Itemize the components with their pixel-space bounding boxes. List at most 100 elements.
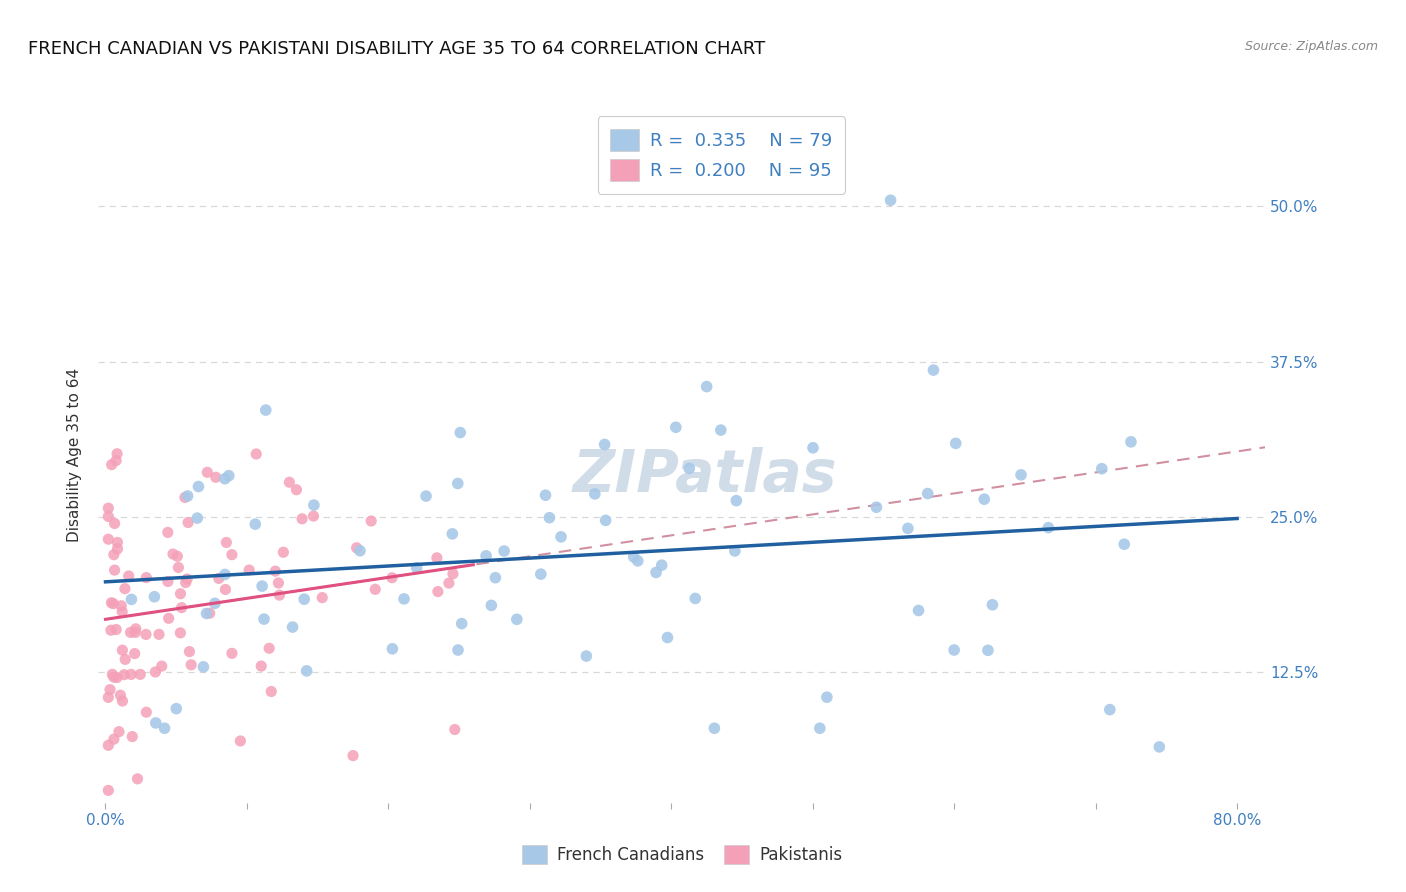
- Point: [977, 643, 1000, 657]
- Point: [1119, 434, 1142, 449]
- Point: [162, 547, 184, 561]
- Point: [724, 544, 747, 558]
- Point: [879, 193, 901, 207]
- Point: [177, 516, 200, 530]
- Point: [447, 643, 470, 657]
- Point: [114, 582, 136, 596]
- Point: [214, 567, 236, 582]
- Point: [120, 592, 142, 607]
- Point: [534, 488, 557, 502]
- Point: [441, 566, 464, 581]
- Point: [103, 732, 125, 747]
- Point: [135, 627, 157, 641]
- Point: [494, 544, 516, 558]
- Point: [108, 724, 131, 739]
- Point: [292, 592, 315, 607]
- Point: [124, 647, 146, 661]
- Point: [1114, 537, 1136, 551]
- Point: [922, 363, 945, 377]
- Point: [125, 622, 148, 636]
- Point: [176, 489, 198, 503]
- Point: [665, 420, 688, 434]
- Point: [150, 659, 173, 673]
- Point: [530, 567, 553, 582]
- Point: [103, 548, 125, 562]
- Point: [281, 620, 304, 634]
- Point: [267, 576, 290, 591]
- Point: [135, 705, 157, 719]
- Point: [264, 564, 287, 578]
- Point: [627, 554, 650, 568]
- Point: [897, 521, 920, 535]
- Point: [105, 447, 128, 461]
- Point: [381, 641, 404, 656]
- Point: [238, 563, 260, 577]
- Point: [269, 588, 291, 602]
- Point: [593, 437, 616, 451]
- Point: [311, 591, 333, 605]
- Point: [169, 625, 191, 640]
- Point: [208, 571, 231, 585]
- Text: ZIPatlas: ZIPatlas: [574, 447, 838, 504]
- Point: [156, 574, 179, 589]
- Point: [346, 541, 368, 555]
- Point: [166, 549, 188, 564]
- Point: [696, 379, 718, 393]
- Point: [245, 517, 267, 532]
- Point: [218, 468, 240, 483]
- Point: [145, 665, 167, 679]
- Point: [111, 694, 134, 708]
- Point: [437, 576, 460, 591]
- Point: [917, 486, 939, 500]
- Point: [145, 715, 167, 730]
- Point: [405, 561, 427, 575]
- Point: [349, 543, 371, 558]
- Point: [302, 498, 325, 512]
- Point: [97, 532, 120, 546]
- Point: [169, 587, 191, 601]
- Point: [214, 582, 236, 597]
- Point: [426, 550, 449, 565]
- Point: [97, 690, 120, 705]
- Point: [174, 491, 197, 505]
- Point: [285, 483, 308, 497]
- Point: [157, 611, 180, 625]
- Point: [475, 549, 498, 563]
- Point: [981, 598, 1004, 612]
- Point: [186, 511, 208, 525]
- Point: [550, 530, 572, 544]
- Point: [645, 566, 668, 580]
- Point: [443, 723, 465, 737]
- Point: [105, 671, 128, 685]
- Point: [381, 571, 404, 585]
- Point: [973, 492, 995, 507]
- Point: [415, 489, 437, 503]
- Point: [392, 591, 415, 606]
- Point: [111, 605, 134, 619]
- Point: [100, 458, 122, 472]
- Point: [180, 657, 202, 672]
- Point: [193, 660, 215, 674]
- Point: [1149, 739, 1171, 754]
- Point: [447, 476, 470, 491]
- Point: [278, 475, 301, 490]
- Point: [254, 403, 277, 417]
- Point: [364, 582, 387, 597]
- Point: [583, 487, 606, 501]
- Point: [1098, 703, 1121, 717]
- Point: [143, 590, 166, 604]
- Point: [703, 721, 725, 735]
- Point: [623, 549, 645, 564]
- Text: Source: ZipAtlas.com: Source: ZipAtlas.com: [1244, 40, 1378, 54]
- Point: [97, 501, 120, 516]
- Point: [257, 641, 280, 656]
- Point: [907, 603, 929, 617]
- Point: [449, 425, 471, 440]
- Point: [250, 579, 273, 593]
- Point: [110, 599, 132, 613]
- Point: [103, 670, 125, 684]
- Text: FRENCH CANADIAN VS PAKISTANI DISABILITY AGE 35 TO 64 CORRELATION CHART: FRENCH CANADIAN VS PAKISTANI DISABILITY …: [28, 40, 765, 58]
- Point: [148, 627, 170, 641]
- Point: [110, 688, 132, 702]
- Point: [441, 526, 464, 541]
